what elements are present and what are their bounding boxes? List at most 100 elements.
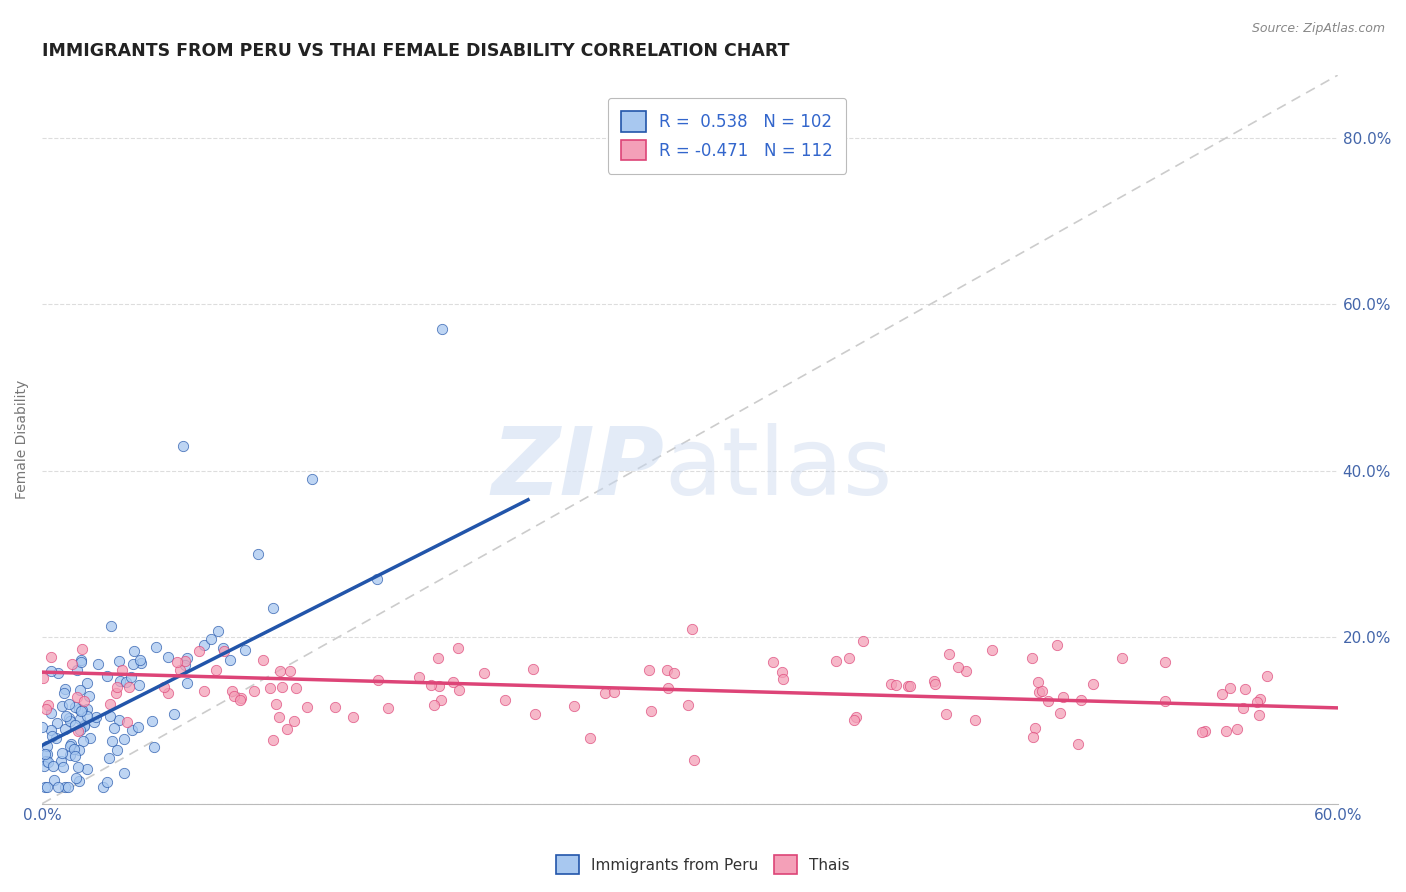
- Point: [65, 772, 87, 786]
- Y-axis label: Female Disability: Female Disability: [15, 380, 30, 499]
- Point: [70, 653, 93, 667]
- Point: [122, 643, 145, 657]
- Point: [45, 716, 67, 731]
- Point: [270, 680, 292, 694]
- Point: [70, 641, 93, 656]
- Point: [1247, 707, 1270, 722]
- Point: [76, 762, 98, 776]
- Point: [269, 664, 291, 678]
- Point: [142, 740, 165, 755]
- Point: [76, 708, 98, 723]
- Point: [1024, 722, 1046, 736]
- Point: [212, 640, 235, 655]
- Point: [105, 742, 128, 756]
- Point: [845, 710, 868, 724]
- Point: [884, 677, 907, 691]
- Point: [935, 706, 957, 721]
- Point: [301, 472, 323, 486]
- Point: [49, 754, 72, 768]
- Point: [323, 700, 346, 714]
- Point: [367, 673, 389, 688]
- Point: [108, 673, 131, 688]
- Point: [342, 710, 364, 724]
- Point: [37, 756, 59, 770]
- Point: [637, 664, 659, 678]
- Point: [1194, 723, 1216, 738]
- Point: [31, 671, 53, 685]
- Point: [955, 664, 977, 678]
- Point: [1219, 681, 1241, 695]
- Point: [39, 664, 62, 678]
- Point: [262, 601, 284, 615]
- Point: [1031, 684, 1053, 698]
- Point: [174, 658, 197, 673]
- Point: [494, 693, 516, 707]
- Point: [838, 650, 860, 665]
- Point: [59, 714, 82, 728]
- Point: [683, 753, 706, 767]
- Point: [103, 721, 125, 735]
- Point: [963, 713, 986, 727]
- Point: [59, 748, 82, 763]
- Point: [53, 681, 76, 696]
- Point: [67, 774, 90, 789]
- Point: [72, 733, 94, 747]
- Point: [1154, 694, 1177, 708]
- Point: [1111, 651, 1133, 665]
- Point: [938, 647, 960, 661]
- Point: [69, 723, 91, 737]
- Point: [66, 664, 89, 678]
- Point: [377, 701, 399, 715]
- Point: [655, 663, 678, 677]
- Point: [73, 717, 96, 731]
- Point: [420, 678, 443, 692]
- Point: [426, 651, 449, 665]
- Point: [276, 722, 298, 736]
- Point: [128, 678, 150, 692]
- Point: [640, 704, 662, 718]
- Point: [205, 663, 228, 677]
- Point: [259, 681, 281, 695]
- Point: [824, 654, 846, 668]
- Point: [447, 641, 470, 656]
- Point: [63, 741, 86, 756]
- Point: [76, 702, 98, 716]
- Point: [37, 698, 59, 713]
- Point: [430, 693, 453, 707]
- Point: [100, 619, 122, 633]
- Point: [422, 698, 444, 712]
- Point: [408, 670, 430, 684]
- Point: [207, 624, 229, 638]
- Point: [153, 680, 176, 694]
- Point: [174, 653, 197, 667]
- Point: [76, 676, 98, 690]
- Text: Source: ZipAtlas.com: Source: ZipAtlas.com: [1251, 22, 1385, 36]
- Point: [1246, 695, 1268, 709]
- Point: [52, 760, 75, 774]
- Point: [69, 712, 91, 726]
- Point: [283, 714, 305, 728]
- Point: [430, 322, 453, 336]
- Point: [898, 680, 921, 694]
- Point: [41, 729, 63, 743]
- Point: [264, 697, 287, 711]
- Point: [83, 715, 105, 730]
- Point: [1154, 655, 1177, 669]
- Point: [39, 706, 62, 720]
- Point: [105, 680, 128, 694]
- Point: [96, 669, 118, 683]
- Point: [1211, 687, 1233, 701]
- Point: [524, 706, 547, 721]
- Point: [681, 622, 703, 636]
- Point: [121, 723, 143, 738]
- Point: [278, 664, 301, 678]
- Point: [67, 742, 90, 756]
- Point: [100, 734, 122, 748]
- Point: [39, 650, 62, 665]
- Point: [1234, 682, 1257, 697]
- Text: atlas: atlas: [664, 423, 893, 515]
- Point: [441, 675, 464, 690]
- Point: [267, 710, 290, 724]
- Point: [1036, 693, 1059, 707]
- Point: [31, 720, 53, 734]
